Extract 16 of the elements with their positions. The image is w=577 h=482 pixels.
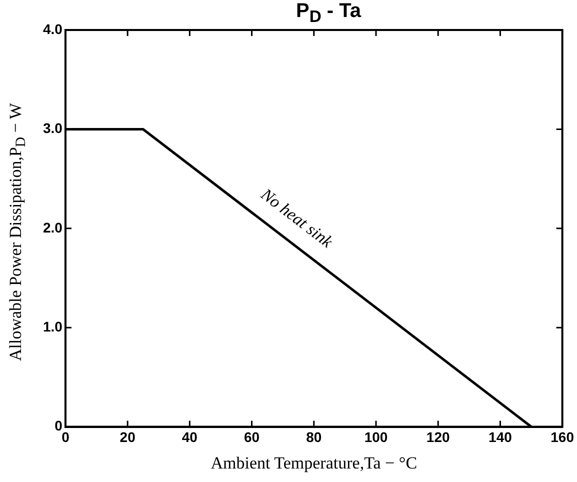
x-tick-label: 40 — [182, 429, 198, 446]
y-tick-label: 3.0 — [42, 120, 63, 136]
x-tick-label: 120 — [426, 429, 450, 446]
x-tick-label: 100 — [364, 429, 388, 446]
y-tick-label: 0 — [54, 418, 63, 434]
x-tick-label: 140 — [488, 429, 512, 446]
y-tick-label: 4.0 — [42, 20, 63, 37]
y-tick-label: 1.0 — [42, 318, 63, 334]
x-tick-label: 160 — [550, 429, 574, 446]
x-tick-label: 80 — [306, 429, 322, 446]
x-tick-label: 20 — [120, 429, 136, 446]
x-axis-title: Ambient Temperature,Ta − °C — [210, 453, 418, 472]
annotation: No heat sink — [256, 184, 337, 252]
chart-title: P$_{D}$ - Ta — [296, 0, 361, 26]
x-tick-label: 60 — [244, 429, 260, 446]
y-tick-label: 2.0 — [42, 219, 63, 236]
